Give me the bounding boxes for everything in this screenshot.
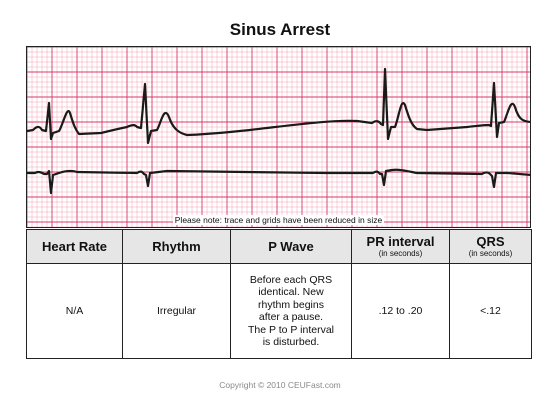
header-pr-interval: PR interval (in seconds) bbox=[351, 229, 450, 264]
table-row: N/A Irregular Before each QRS identical.… bbox=[26, 263, 532, 359]
ecg-graph bbox=[27, 47, 530, 227]
copyright: Copyright © 2010 CEUFast.com bbox=[219, 380, 341, 390]
cell-pr-interval: .12 to .20 bbox=[351, 263, 450, 359]
ecg-note: Please note: trace and grids have been r… bbox=[172, 215, 385, 225]
header-pr-interval-label: PR interval bbox=[366, 234, 435, 249]
header-p-wave: P Wave bbox=[230, 229, 352, 264]
ecg-trace-lead-1 bbox=[27, 67, 530, 145]
ecg-info-table: Heart Rate Rhythm P Wave PR interval (in… bbox=[26, 229, 532, 359]
cell-heart-rate: N/A bbox=[26, 263, 123, 359]
header-qrs-unit: (in seconds) bbox=[468, 249, 513, 258]
table-header-row: Heart Rate Rhythm P Wave PR interval (in… bbox=[26, 229, 532, 264]
ecg-grid-minor bbox=[27, 47, 530, 227]
header-qrs: QRS (in seconds) bbox=[449, 229, 532, 264]
ecg-grid-major bbox=[27, 47, 530, 227]
header-rhythm: Rhythm bbox=[122, 229, 231, 264]
cell-rhythm: Irregular bbox=[122, 263, 231, 359]
ecg-trace-lead-2 bbox=[27, 168, 530, 195]
page-title: Sinus Arrest bbox=[229, 20, 331, 39]
cell-p-wave: Before each QRS identical. New rhythm be… bbox=[230, 263, 352, 359]
header-heart-rate: Heart Rate bbox=[26, 229, 123, 264]
header-pr-interval-unit: (in seconds) bbox=[378, 249, 423, 258]
header-qrs-label: QRS bbox=[476, 234, 505, 249]
cell-qrs: <.12 bbox=[449, 263, 532, 359]
ecg-strip: Please note: trace and grids have been r… bbox=[26, 46, 531, 228]
